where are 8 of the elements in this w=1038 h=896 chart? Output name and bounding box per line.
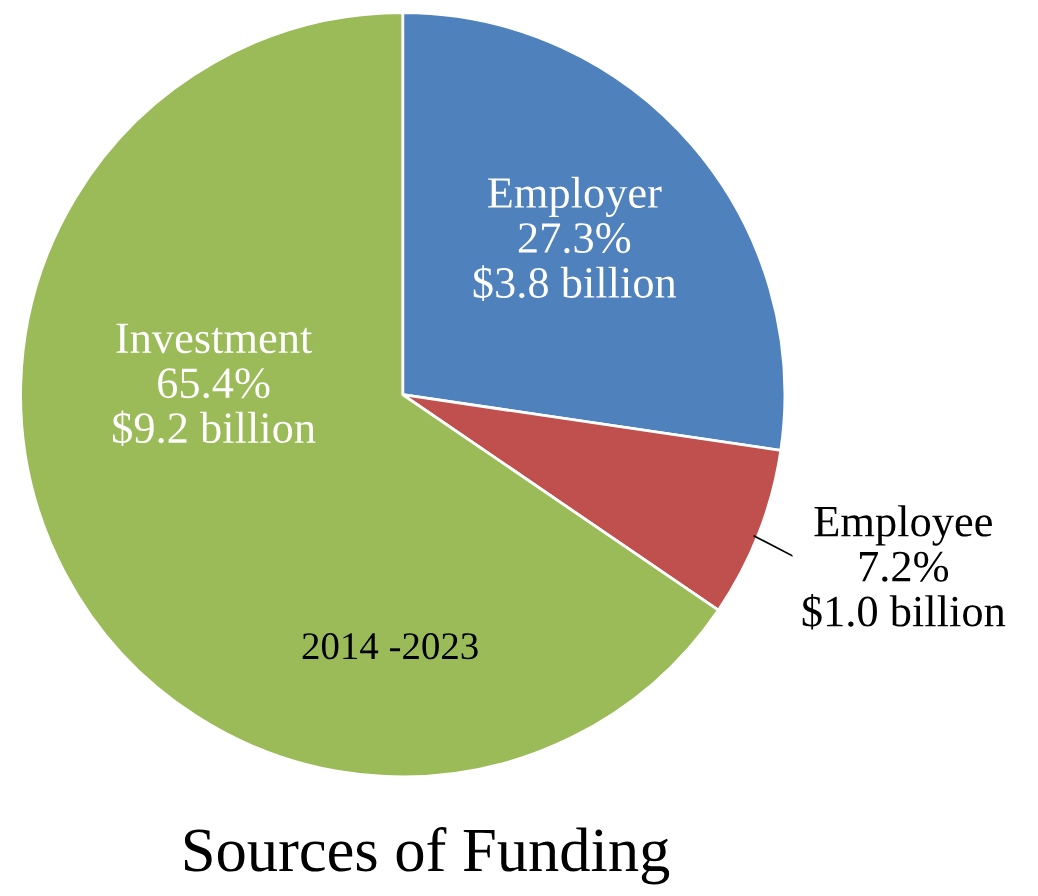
data-label: 7.2% $1.0 billion bbox=[802, 551, 1006, 630]
slice-label: Employer bbox=[487, 176, 662, 218]
text: Sources of Funding bbox=[184, 826, 670, 885]
data-label: 27.3% $3.8 billion bbox=[473, 223, 677, 301]
slice-label: Investment bbox=[116, 323, 313, 354]
slice-label: Employee bbox=[814, 505, 992, 546]
data-label: 65.4% $9.2 billion bbox=[113, 368, 316, 447]
text: 2014 -2023 bbox=[302, 633, 478, 660]
